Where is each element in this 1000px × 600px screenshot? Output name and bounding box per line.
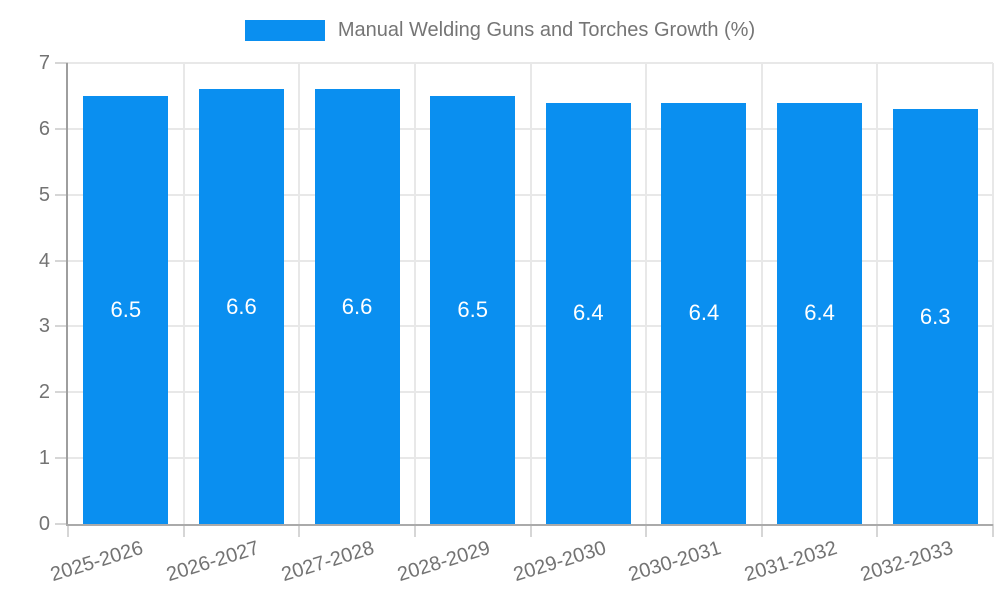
y-tick-label: 5 [38,183,50,206]
y-tick-mark [55,259,68,262]
bar [198,89,284,524]
y-tick-label: 3 [38,315,50,338]
bar [892,109,978,524]
x-tick-mark [760,524,763,537]
y-tick-label: 0 [38,513,50,535]
bar-value-label: 6.6 [341,293,373,319]
y-tick-label: 1 [38,447,50,470]
legend-label: Manual Welding Guns and Torches Growth (… [337,19,756,41]
y-tick-mark [55,193,68,196]
x-axis-line [66,524,993,526]
bar [661,102,747,524]
y-tick-mark [55,62,68,64]
x-gridline [182,63,185,524]
bar-value-label: 6.4 [804,300,835,326]
y-tick-mark [55,457,68,460]
legend-item[interactable]: Manual Welding Guns and Torches Growth (… [244,19,756,41]
x-axis-category-label: 2031-2032 [741,537,840,587]
x-gridline [760,63,763,524]
bar-value-label: 6.3 [919,303,951,329]
y-tick-mark [55,127,68,130]
y-tick-label: 7 [38,52,50,74]
x-tick-mark [67,524,69,537]
y-tick-label: 4 [38,249,50,272]
x-axis-category-label: 2025-2026 [48,537,146,587]
y-tick-label: 6 [38,117,50,140]
y-tick-mark [55,523,68,525]
x-axis-category-label: 2027-2028 [279,537,378,587]
x-gridline [298,63,301,524]
y-tick-mark [55,325,68,328]
bar [777,102,863,524]
bar [430,95,516,524]
x-gridline [413,63,416,524]
bar [83,95,169,524]
bar-value-label: 6.4 [688,300,720,326]
x-axis-category-label: 2028-2029 [394,537,493,587]
bar [545,102,631,524]
bar-value-label: 6.5 [457,296,488,322]
x-tick-mark [876,524,879,537]
x-axis-category-label: 2029-2030 [510,537,609,587]
x-tick-mark [298,524,301,537]
bar [314,89,400,524]
x-gridline [645,63,648,524]
x-gridline [992,63,994,524]
y-tick-label: 2 [38,381,50,404]
x-tick-mark [182,524,185,537]
bar-value-label: 6.5 [110,296,142,322]
legend-swatch [244,20,325,41]
x-tick-mark [413,524,416,537]
x-gridline [876,63,879,524]
bar-value-label: 6.4 [573,300,604,326]
x-tick-mark [645,524,648,537]
x-axis-category-label: 2032-2033 [857,537,956,587]
x-axis-category-label: 2026-2027 [163,537,262,587]
x-tick-mark [529,524,532,537]
x-axis-category-label: 2030-2031 [626,537,725,587]
x-tick-mark [992,524,994,537]
bar-value-label: 6.6 [226,293,257,319]
x-gridline [529,63,532,524]
legend: Manual Welding Guns and Torches Growth (… [0,20,1000,41]
y-tick-mark [55,391,68,394]
y-axis-line [66,63,68,524]
